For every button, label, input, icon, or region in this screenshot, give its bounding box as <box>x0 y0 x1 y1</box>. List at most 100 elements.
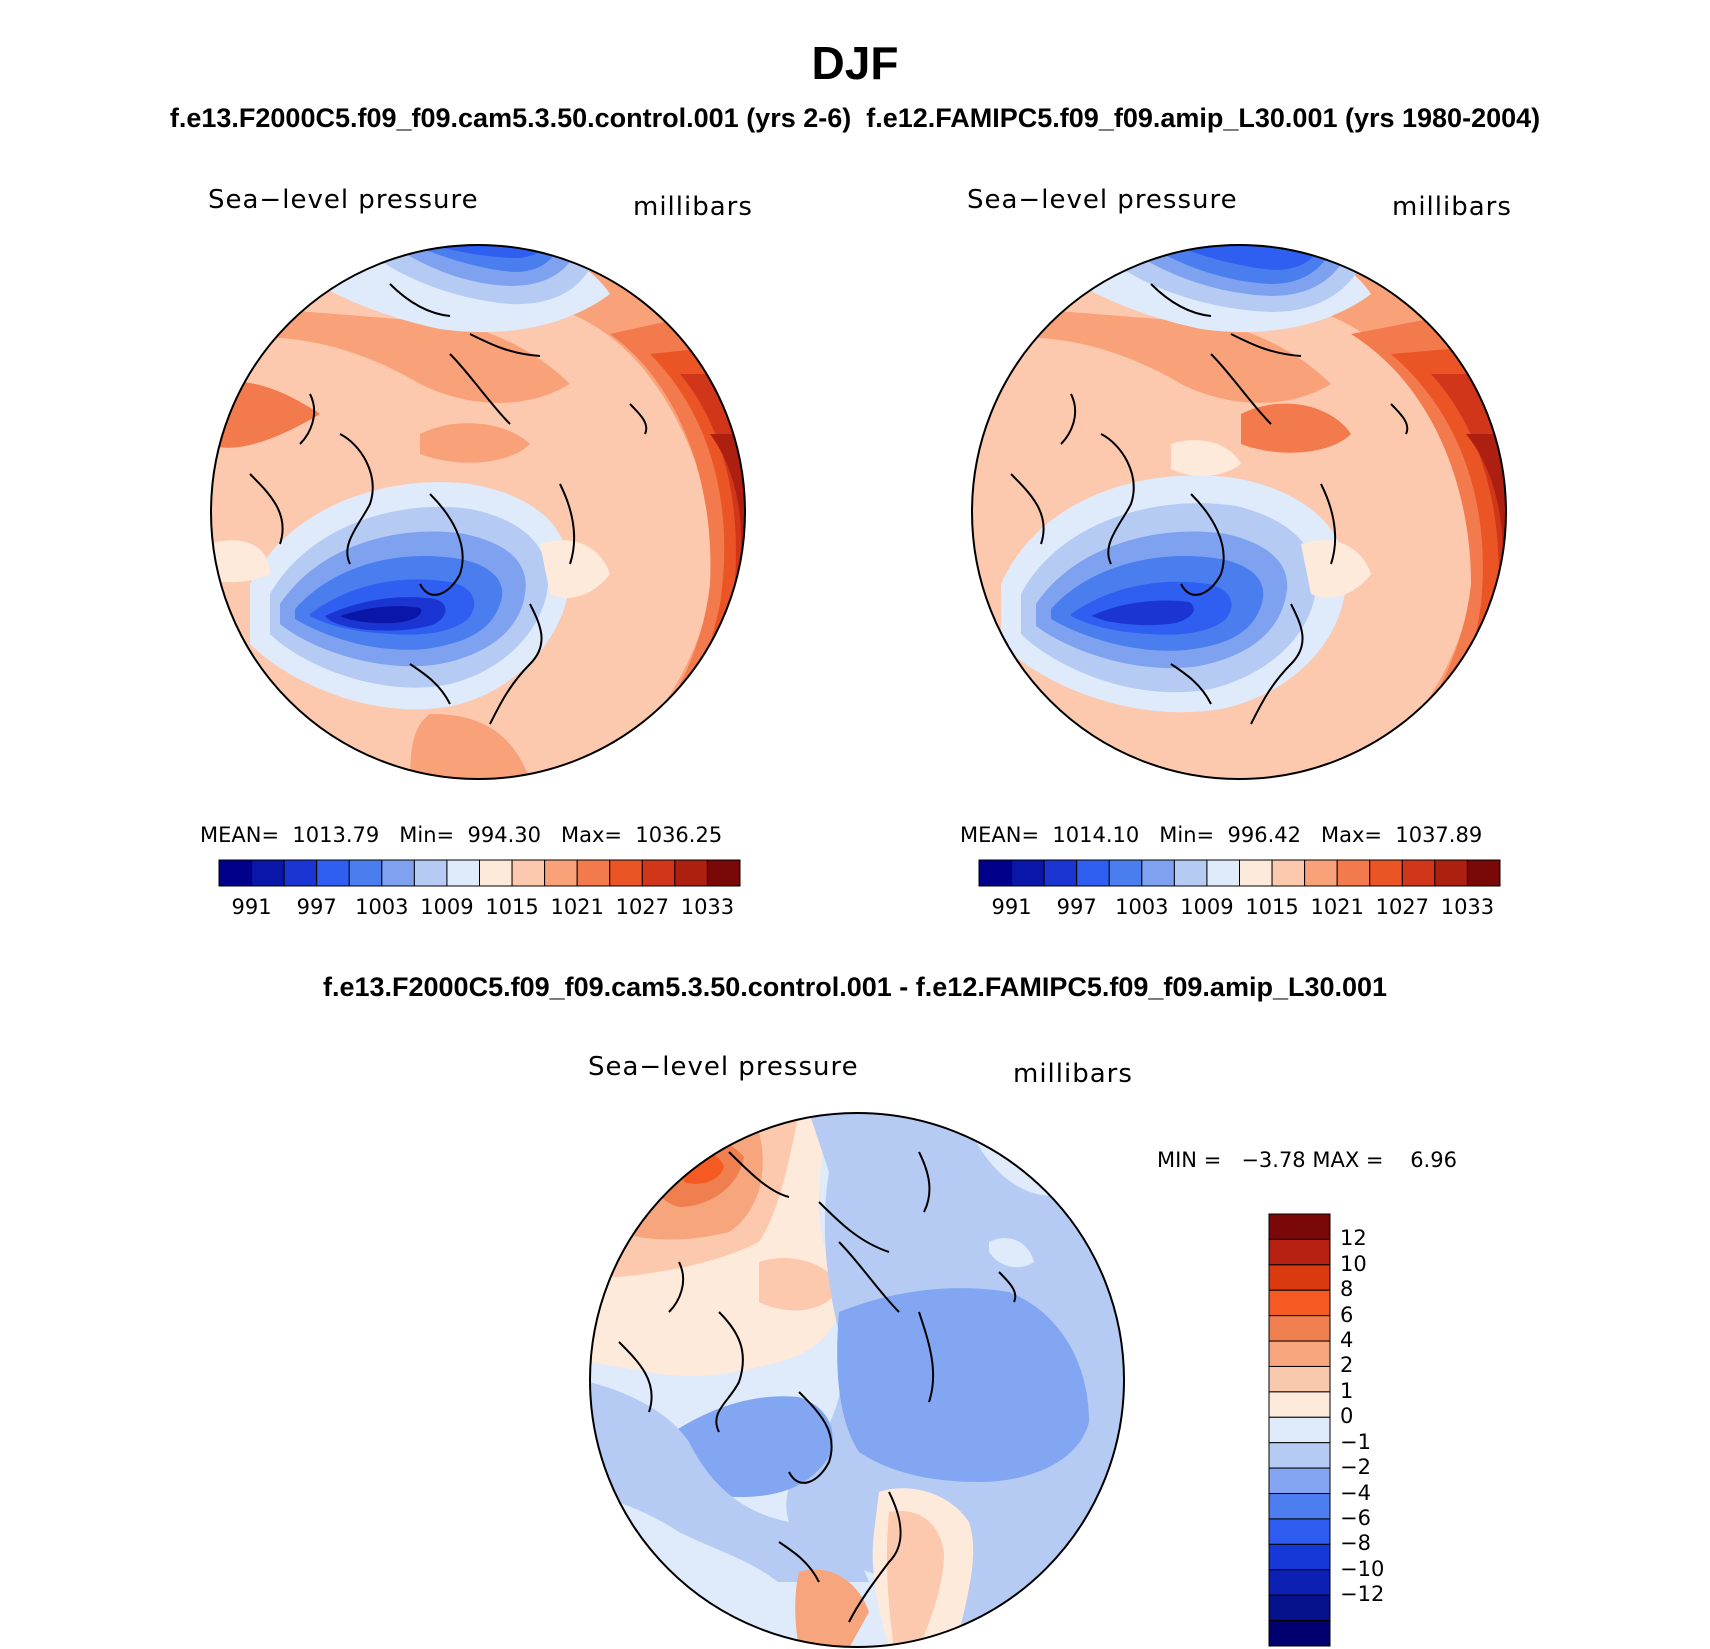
cb1-swatch-8 <box>479 859 513 887</box>
cb1-tick-label: 1015 <box>485 895 539 919</box>
panel1-variable-label: Sea−level pressure <box>208 185 479 215</box>
panel2-variable-label: Sea−level pressure <box>967 185 1238 215</box>
cb1-swatch-13 <box>641 859 676 887</box>
cb1-swatch-4 <box>348 859 383 887</box>
cb3-swatch-3 <box>1268 1289 1331 1317</box>
cb1-swatch-6 <box>413 859 448 887</box>
cb3-swatch-13 <box>1268 1543 1331 1571</box>
cb3-swatch-4 <box>1268 1315 1331 1342</box>
panel1-stats: MEAN= 1013.79 Min= 994.30 Max= 1036.25 <box>200 823 723 847</box>
cb3-tick-label: 8 <box>1340 1277 1354 1302</box>
cb1-swatch-3 <box>316 859 350 887</box>
panel1-units-label: millibars <box>633 192 753 222</box>
cb2-swatch-6 <box>1173 859 1208 887</box>
panel3-colorbar-labels: 12 10 8 6 4 2 1 0 −1 −2 −4 −6 −8 −10 −12 <box>1340 1214 1420 1646</box>
cb3-swatch-15 <box>1268 1594 1331 1622</box>
cb1-swatch-15 <box>706 859 741 887</box>
cb3-swatch-1 <box>1268 1238 1331 1266</box>
cb2-swatch-8 <box>1239 859 1273 887</box>
cb1-tick-label: 1027 <box>615 895 670 919</box>
cb2-swatch-14 <box>1434 859 1468 887</box>
cb3-swatch-7 <box>1268 1391 1331 1418</box>
difference-title: f.e13.F2000C5.f09_f09.cam5.3.50.control.… <box>322 972 1388 1002</box>
cb3-swatch-10 <box>1268 1467 1331 1495</box>
cb2-tick-label: 1015 <box>1245 895 1299 919</box>
cb1-swatch-14 <box>674 859 708 887</box>
panel2-polar-map <box>971 244 1507 780</box>
panel3-variable-label: Sea−level pressure <box>588 1052 859 1082</box>
cb2-tick-label: 1003 <box>1115 895 1169 919</box>
cb2-swatch-11 <box>1336 859 1371 887</box>
cb1-swatch-5 <box>381 859 415 887</box>
cb2-tick-label: 1033 <box>1440 895 1495 919</box>
cb3-tick-label: −2 <box>1340 1455 1371 1480</box>
cb3-tick-label: −8 <box>1340 1531 1371 1556</box>
cb1-swatch-2 <box>283 859 318 887</box>
cb2-tick-label: 1027 <box>1375 895 1430 919</box>
cb2-swatch-1 <box>1011 859 1045 887</box>
map2-frame <box>971 244 1507 780</box>
panel3-units-label: millibars <box>1013 1059 1133 1089</box>
cb2-swatch-13 <box>1401 859 1436 887</box>
cb1-swatch-9 <box>511 859 546 887</box>
cb3-tick-label: −1 <box>1340 1429 1371 1454</box>
panel3-difference-map <box>589 1112 1125 1648</box>
cb1-tick-label: 1003 <box>355 895 409 919</box>
cb2-tick-label: 1021 <box>1310 895 1364 919</box>
cb3-swatch-5 <box>1268 1340 1331 1367</box>
panel1-polar-map <box>210 244 746 780</box>
cb1-swatch-12 <box>609 859 643 887</box>
panel2-units-label: millibars <box>1392 192 1512 222</box>
cb2-swatch-9 <box>1271 859 1306 887</box>
panel1-colorbar <box>218 859 741 887</box>
cb2-swatch-7 <box>1206 859 1240 887</box>
cb2-tick-label: 997 <box>1056 895 1097 919</box>
cb3-swatch-0 <box>1268 1213 1331 1240</box>
cb3-swatch-8 <box>1268 1416 1331 1444</box>
cb3-tick-label: −6 <box>1340 1505 1371 1530</box>
cb2-swatch-12 <box>1369 859 1403 887</box>
cb3-tick-label: 0 <box>1340 1404 1354 1429</box>
cb1-swatch-11 <box>576 859 611 887</box>
cb3-swatch-6 <box>1268 1365 1331 1393</box>
cb2-tick-label: 1009 <box>1180 895 1234 919</box>
cb2-swatch-2 <box>1043 859 1078 887</box>
cb3-tick-label: 12 <box>1340 1226 1367 1251</box>
cb3-tick-label: −4 <box>1340 1480 1371 1505</box>
panel1-colorbar-labels: 991 997 1003 1009 1015 1021 1027 1033 <box>219 895 740 921</box>
cb1-tick-label: 997 <box>296 895 337 919</box>
cb3-tick-label: −12 <box>1340 1582 1385 1607</box>
cb1-tick-label: 991 <box>231 895 272 919</box>
cb2-swatch-15 <box>1466 859 1501 887</box>
cb2-swatch-3 <box>1076 859 1110 887</box>
map2-coastlines <box>1010 283 1409 725</box>
cb3-swatch-9 <box>1268 1442 1331 1469</box>
panel2-colorbar <box>978 859 1501 887</box>
cb2-swatch-10 <box>1304 859 1338 887</box>
cb2-swatch-0 <box>978 859 1013 887</box>
cb1-tick-label: 1033 <box>680 895 735 919</box>
cb3-swatch-16 <box>1268 1620 1331 1647</box>
cb2-tick-label: 991 <box>991 895 1032 919</box>
cb3-tick-label: 1 <box>1340 1378 1354 1403</box>
cb3-tick-label: −10 <box>1340 1556 1385 1581</box>
cb3-swatch-12 <box>1268 1518 1331 1545</box>
map1-frame <box>210 244 746 780</box>
figure-title: DJF <box>811 37 899 89</box>
cb3-swatch-2 <box>1268 1264 1331 1291</box>
cb3-tick-label: 6 <box>1340 1302 1354 1327</box>
panel2-stats: MEAN= 1014.10 Min= 996.42 Max= 1037.89 <box>960 823 1483 847</box>
panel3-colorbar <box>1268 1213 1331 1647</box>
cb3-tick-label: 10 <box>1340 1251 1367 1276</box>
cb3-swatch-14 <box>1268 1569 1331 1596</box>
cb3-tick-label: 4 <box>1340 1328 1354 1353</box>
cb1-swatch-7 <box>446 859 480 887</box>
cb1-tick-label: 1009 <box>420 895 474 919</box>
cb3-swatch-11 <box>1268 1493 1331 1520</box>
map3-coastlines <box>618 1151 1017 1623</box>
cb1-tick-label: 1021 <box>550 895 604 919</box>
map1-coastlines <box>249 283 648 725</box>
runs-subtitle: f.e13.F2000C5.f09_f09.cam5.3.50.control.… <box>169 103 1541 133</box>
cb1-swatch-1 <box>251 859 285 887</box>
map3-frame <box>589 1112 1125 1648</box>
